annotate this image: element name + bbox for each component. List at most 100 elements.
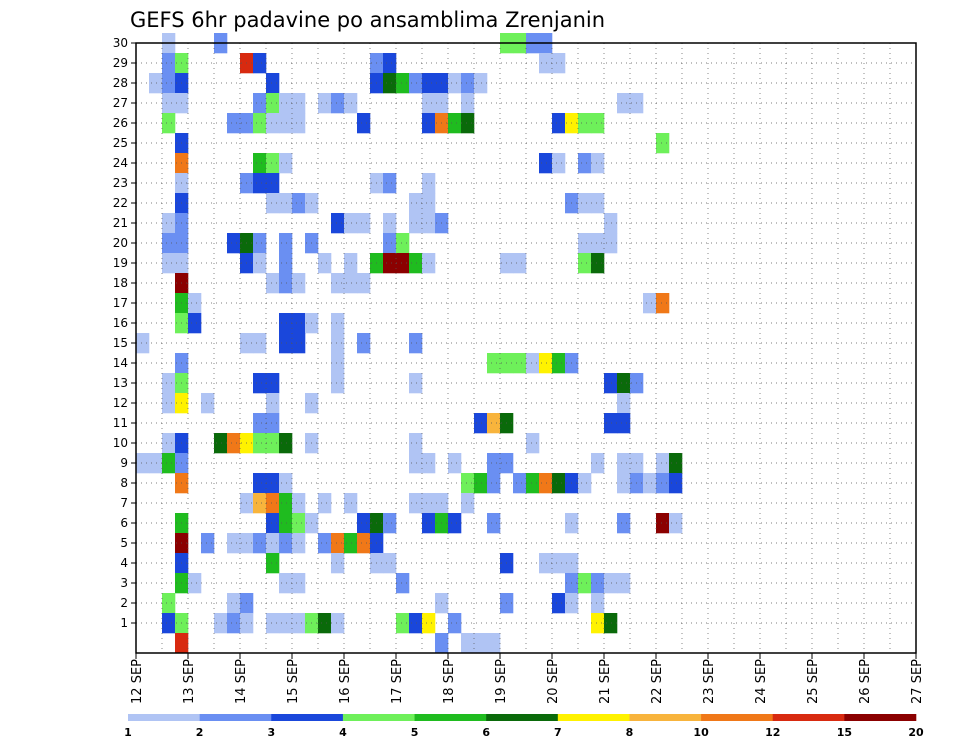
heatmap-cell [487,413,501,434]
heatmap-cell [357,513,371,534]
heatmap-cell [409,213,423,234]
x-tick-label: 27 SEP [910,659,925,704]
heatmap-cell [461,93,475,114]
colorbar-swatch [486,714,559,721]
heatmap-cell [227,113,241,134]
heatmap-cell [383,53,397,74]
heatmap-cell [526,433,540,454]
y-tick-label: 9 [120,456,128,470]
heatmap-cell [591,253,605,274]
colorbar-label: 1 [124,726,132,739]
y-tick-label: 22 [113,196,128,210]
heatmap-cell [669,473,683,494]
heatmap-cell [266,533,280,554]
y-tick-label: 17 [113,296,128,310]
heatmap-cell [318,493,332,514]
heatmap-cell [266,113,280,134]
y-tick-label: 19 [113,256,128,270]
heatmap-cell [253,333,267,354]
heatmap-cell [279,153,293,174]
heatmap-cell [292,513,306,534]
heatmap-cell [435,633,449,654]
heatmap-cell [266,373,280,394]
heatmap-cell [266,473,280,494]
heatmap-cell [279,233,293,254]
heatmap-cell [266,273,280,294]
x-tick-label: 24 SEP [754,659,769,704]
colorbar-label: 6 [482,726,490,739]
heatmap-cell [448,73,462,94]
heatmap-cell [253,473,267,494]
heatmap-cell [162,253,176,274]
heatmap-cell [474,413,488,434]
heatmap-cell [253,373,267,394]
heatmap-cell [253,413,267,434]
colorbar-swatch [414,714,487,721]
heatmap-cell [279,473,293,494]
x-tick-label: 15 SEP [286,659,301,704]
heatmap-cell [266,613,280,634]
heatmap-cell [552,353,566,374]
heatmap-cell [422,453,436,474]
y-axis: 1234567891011121314151617181920212223242… [113,36,136,630]
y-tick-label: 13 [113,376,128,390]
y-tick-label: 15 [113,336,128,350]
heatmap-cell [292,113,306,134]
heatmap-cell [604,573,618,594]
heatmap-cell [188,293,202,314]
heatmap-cell [279,613,293,634]
heatmap-cell [409,613,423,634]
x-tick-label: 16 SEP [338,659,353,704]
heatmap-cell [604,233,618,254]
heatmap-cell [266,193,280,214]
heatmap-cell [578,233,592,254]
heatmap-cell [162,213,176,234]
heatmap-cell [279,273,293,294]
heatmap-cell [227,593,241,614]
heatmap-cell [201,393,215,414]
heatmap-cell [292,613,306,634]
heatmap-cell [383,253,397,274]
heatmap-cell [136,453,150,474]
y-tick-label: 24 [113,156,128,170]
heatmap-cell [422,173,436,194]
heatmap-cell [552,153,566,174]
heatmap-cell [292,193,306,214]
heatmap-cell [396,613,410,634]
y-tick-label: 5 [120,536,128,550]
heatmap-cell [539,53,553,74]
heatmap-cell [227,233,241,254]
heatmap-cell [448,453,462,474]
y-tick-label: 20 [113,236,128,250]
heatmap-cell [591,453,605,474]
heatmap-cell [487,513,501,534]
heatmap-cell [344,533,358,554]
heatmap-cell [617,513,631,534]
colorbar-swatch [128,714,200,721]
colorbar-label: 12 [765,726,780,739]
heatmap-cell [513,473,527,494]
heatmap-cell [591,233,605,254]
y-tick-label: 10 [113,436,128,450]
heatmap-cell [604,373,618,394]
y-tick-label: 21 [113,216,128,230]
y-tick-label: 1 [120,616,128,630]
y-tick-label: 29 [113,56,128,70]
heatmap-cell [162,113,176,134]
heatmap-cell [266,433,280,454]
heatmap-cell [331,353,345,374]
heatmap-cell [162,73,176,94]
heatmap-cell [617,393,631,414]
heatmap-cell [279,113,293,134]
y-tick-label: 23 [113,176,128,190]
x-tick-label: 18 SEP [442,659,457,704]
heatmap-cell [656,133,670,154]
y-tick-label: 11 [113,416,128,430]
heatmap-cell [656,513,670,534]
x-tick-label: 13 SEP [182,659,197,704]
y-tick-label: 7 [120,496,128,510]
heatmap-cell [292,493,306,514]
heatmap-cell [266,553,280,574]
heatmap-cell [331,613,345,634]
